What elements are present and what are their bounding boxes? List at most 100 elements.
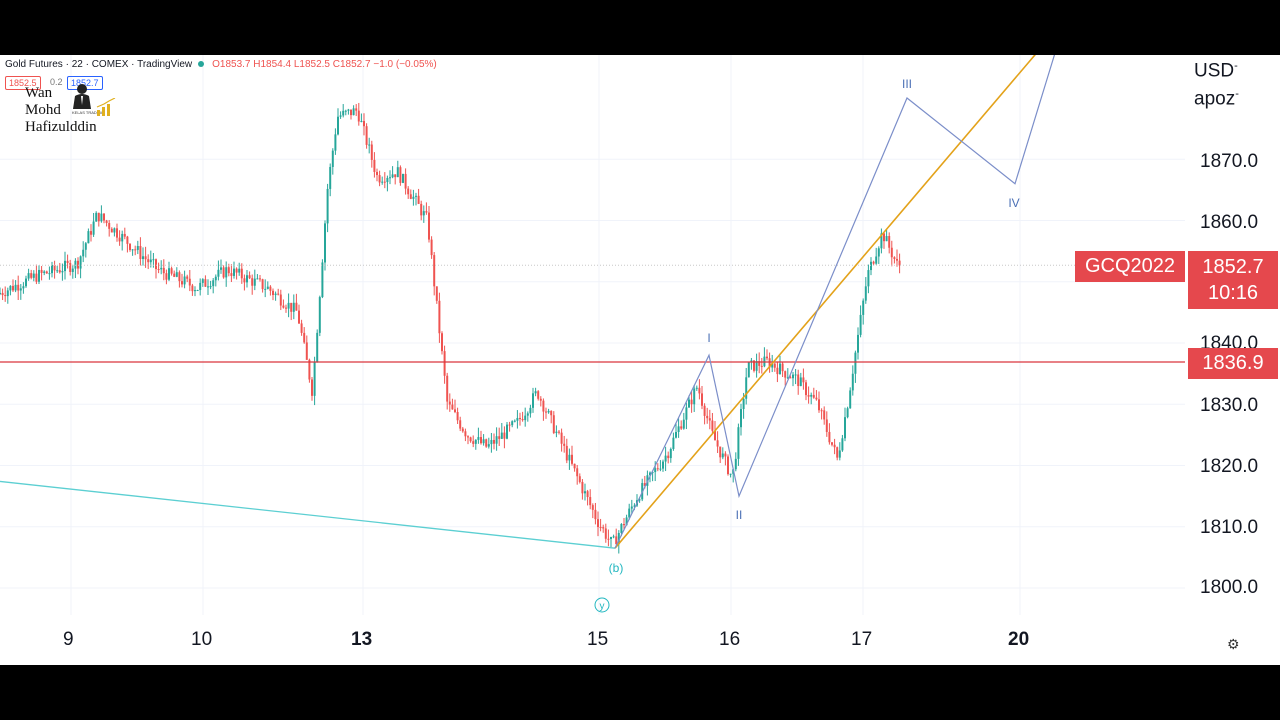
candle-body <box>1 292 4 296</box>
candle-body <box>173 273 176 277</box>
candle-body <box>740 409 742 428</box>
y-tick-label: 1830.0 <box>1200 395 1259 416</box>
candle-body <box>162 267 165 274</box>
candle-body <box>308 359 311 380</box>
candle-body <box>474 439 477 444</box>
candle-body <box>69 263 72 272</box>
candle-body <box>729 473 732 475</box>
candle-body <box>753 360 755 371</box>
candle-body <box>155 259 157 270</box>
candle-body <box>519 417 521 420</box>
candle-body <box>30 273 33 278</box>
candle-body <box>659 468 662 470</box>
candle-body <box>719 446 722 458</box>
y-tick-label: 1870.0 <box>1200 151 1259 172</box>
candle-body <box>144 256 147 260</box>
candle-body <box>363 121 365 127</box>
candle-body <box>337 116 339 135</box>
candle-body <box>305 342 308 360</box>
candle-body <box>584 491 586 494</box>
candle-body <box>542 400 545 412</box>
candle-body <box>568 454 571 461</box>
candle-body <box>810 394 813 397</box>
candle-body <box>233 268 235 276</box>
candle-body <box>295 302 298 311</box>
candle-body <box>420 203 423 216</box>
chart-header: Gold Futures · 22 · COMEX · TradingView O… <box>5 59 437 70</box>
candle-body <box>695 387 698 389</box>
chart-area[interactable]: (b) I II III IV y Gold Futures · 22 · COMEX ·… <box>0 55 1280 665</box>
candle-body <box>776 367 779 375</box>
candle-body <box>272 290 274 296</box>
candle-body <box>217 269 220 277</box>
candle-body <box>529 407 532 414</box>
candle-body <box>693 388 696 405</box>
candle-body <box>118 237 121 242</box>
candle-body <box>248 275 251 279</box>
candle-body <box>435 286 438 301</box>
candle-body <box>838 450 841 458</box>
candle-body <box>651 472 654 474</box>
candle-body <box>727 456 729 475</box>
candle-body <box>477 437 480 440</box>
candle-body <box>898 260 901 266</box>
candle-body <box>90 231 92 235</box>
growth-chart-icon <box>96 98 116 116</box>
candle-body <box>368 144 371 146</box>
candle-body <box>864 286 867 301</box>
candle-body <box>326 188 329 224</box>
candle-body <box>9 285 12 291</box>
candle-body <box>253 278 256 286</box>
candle-body <box>74 260 77 269</box>
candle-body <box>591 505 594 510</box>
candle-body <box>282 305 285 308</box>
candle-body <box>116 228 118 238</box>
candle-body <box>243 278 246 283</box>
candle-body <box>818 399 820 411</box>
candle-body <box>682 419 685 429</box>
candle-body <box>456 412 459 421</box>
candle-body <box>597 519 599 528</box>
candle-body <box>698 387 701 394</box>
candle-body <box>602 527 605 529</box>
candle-body <box>859 314 862 335</box>
settings-gear-icon[interactable]: ⚙ <box>1227 636 1240 652</box>
candle-body <box>797 374 800 387</box>
candle-body <box>612 536 615 538</box>
candle-body <box>259 278 261 280</box>
candle-body <box>56 270 59 272</box>
candle-body <box>27 273 30 279</box>
candle-body <box>204 279 207 287</box>
candle-body <box>19 288 22 291</box>
candle-body <box>802 377 805 383</box>
candle-body <box>32 273 35 278</box>
y-tick-label: 1810.0 <box>1200 517 1259 538</box>
candle-body <box>186 276 189 279</box>
candle-body <box>451 404 454 410</box>
candle-body <box>766 356 768 359</box>
candle-body <box>703 405 706 416</box>
candle-body <box>110 228 113 233</box>
candle-body <box>799 377 802 387</box>
candle-body <box>571 454 573 464</box>
candle-body <box>194 290 196 292</box>
candle-body <box>417 195 420 204</box>
candle-body <box>324 223 326 263</box>
candle-body <box>513 420 516 422</box>
candle-body <box>168 268 170 280</box>
candle-body <box>220 267 222 270</box>
candle-body <box>607 538 610 540</box>
candle-body <box>654 468 657 473</box>
watermark-line-3: Hafizulddin <box>25 119 97 135</box>
candle-body <box>805 382 807 396</box>
sell-price-button[interactable]: 1852.5 <box>5 76 41 90</box>
candle-body <box>58 270 61 273</box>
candle-body <box>773 363 776 368</box>
candle-body <box>14 284 17 291</box>
candle-body <box>893 257 896 259</box>
candle-body <box>4 295 7 297</box>
candle-body <box>885 236 888 242</box>
x-tick-label: 16 <box>719 629 741 650</box>
watermark-line-1: Wan <box>25 85 53 101</box>
